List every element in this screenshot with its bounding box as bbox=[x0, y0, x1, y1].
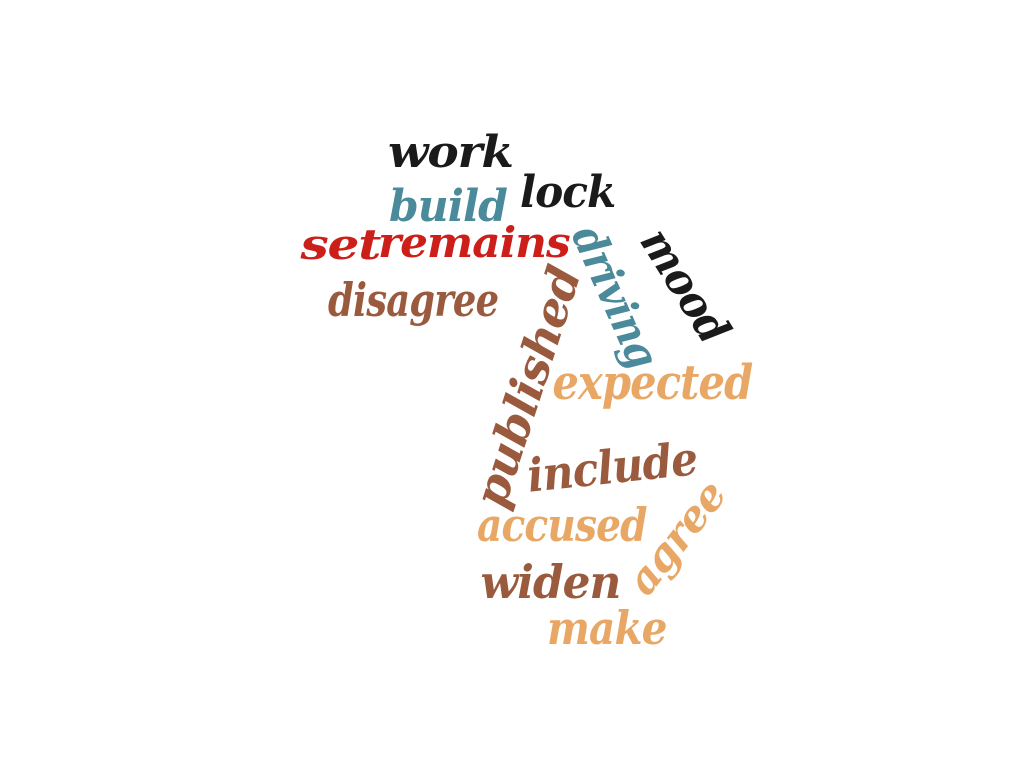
word-work: work bbox=[387, 127, 514, 178]
word-expected: expected bbox=[551, 355, 753, 411]
word-make: make bbox=[547, 601, 668, 655]
word-set: set bbox=[300, 220, 381, 269]
word-build: build bbox=[389, 181, 508, 232]
word-disagree: disagree bbox=[328, 273, 499, 327]
word-lock: lock bbox=[519, 167, 615, 218]
word-include: include bbox=[524, 431, 700, 503]
word-widen: widen bbox=[480, 555, 621, 609]
word-remains: remains bbox=[378, 218, 571, 267]
word-accused: accused bbox=[476, 498, 648, 552]
